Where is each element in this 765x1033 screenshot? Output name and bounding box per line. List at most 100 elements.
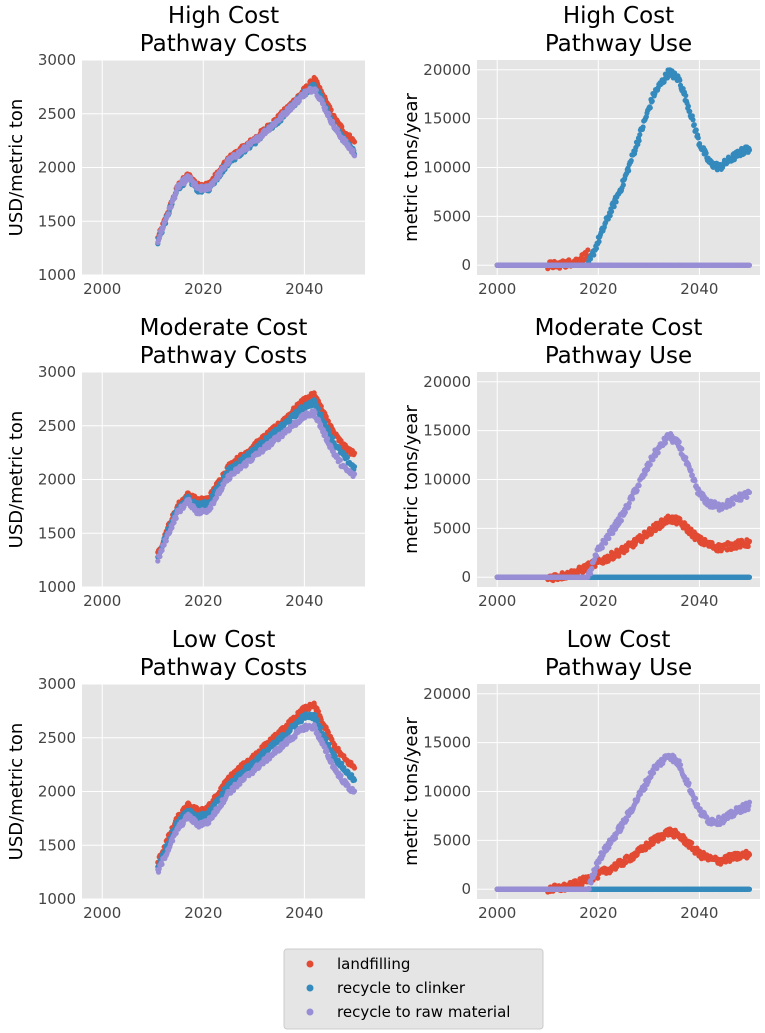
panel-title-line: Low Cost (567, 627, 671, 653)
data-point (746, 147, 753, 153)
data-point (647, 105, 653, 111)
data-point (351, 153, 358, 159)
data-point (351, 450, 358, 456)
data-point (746, 574, 753, 580)
data-point (334, 126, 341, 132)
panel-title-line: Pathway Costs (140, 343, 307, 369)
y-tick-label: 0 (461, 256, 471, 274)
y-tick-label: 15000 (423, 110, 471, 128)
data-point (620, 182, 626, 188)
x-tick-label: 2020 (579, 904, 617, 922)
data-point (746, 489, 753, 496)
data-point (689, 113, 695, 119)
data-point (652, 527, 659, 534)
data-point (338, 772, 344, 779)
data-point (208, 505, 214, 511)
data-point (623, 859, 629, 865)
panel-title-line: High Cost (168, 3, 279, 29)
y-tick-label: 2000 (38, 471, 76, 489)
y-tick-label: 5000 (433, 519, 471, 537)
data-point (585, 247, 591, 253)
data-point (690, 117, 696, 123)
data-point (173, 515, 179, 522)
data-point (170, 838, 176, 844)
data-point (346, 132, 353, 138)
x-tick-label: 2040 (285, 280, 323, 298)
data-point (716, 501, 722, 507)
y-tick-label: 3000 (38, 675, 76, 693)
data-point (637, 132, 643, 138)
data-point (171, 519, 177, 526)
data-point (593, 553, 600, 559)
y-tick-label: 1000 (38, 266, 76, 284)
data-point (159, 861, 165, 867)
data-point (587, 256, 594, 262)
x-tick-label: 2040 (680, 592, 718, 610)
y-tick-label: 2000 (38, 783, 76, 801)
data-point (315, 708, 322, 714)
data-point (317, 724, 324, 730)
y-tick-label: 5000 (433, 831, 471, 849)
x-tick-label: 2040 (285, 592, 323, 610)
data-point (325, 729, 331, 736)
y-tick-label: 10000 (423, 471, 471, 489)
y-tick-label: 3000 (38, 363, 76, 381)
data-point (649, 98, 655, 104)
data-point (595, 875, 601, 881)
series-recycle-to-raw-material (494, 430, 753, 580)
data-point (318, 411, 324, 417)
x-tick-label: 2040 (285, 904, 323, 922)
data-point (679, 446, 685, 452)
y-axis-label: USD/metric ton (6, 411, 27, 549)
data-point (618, 518, 624, 524)
data-point (692, 478, 698, 484)
data-point (339, 760, 345, 767)
data-point (587, 571, 594, 577)
data-point (603, 540, 609, 546)
data-point (313, 87, 319, 93)
data-point (626, 168, 632, 174)
y-axis-label: USD/metric ton (6, 99, 27, 237)
y-axis-label: metric tons/year (401, 93, 422, 242)
data-point (591, 252, 597, 258)
y-tick-label: 1500 (38, 524, 76, 542)
data-point (683, 454, 689, 461)
data-point (662, 440, 669, 446)
panel-title-line: Low Cost (172, 627, 276, 653)
x-tick-label: 2020 (184, 592, 222, 610)
data-point (315, 718, 321, 724)
data-point (677, 77, 683, 83)
data-point (287, 418, 293, 424)
series-recycle-to-raw-material (155, 85, 358, 245)
data-point (703, 150, 709, 156)
panel-title-line: Moderate Cost (140, 315, 308, 341)
data-point (350, 147, 356, 153)
data-point (687, 108, 693, 114)
x-tick-label: 2000 (478, 904, 516, 922)
data-point (163, 538, 169, 544)
data-point (326, 741, 332, 747)
data-point (579, 882, 585, 888)
data-point (165, 211, 172, 217)
data-point (324, 748, 330, 754)
data-point (315, 406, 322, 412)
data-point (689, 472, 695, 478)
data-point (243, 462, 249, 468)
y-tick-label: 0 (461, 568, 471, 586)
panel-title-line: High Cost (563, 3, 674, 29)
data-point (217, 172, 223, 178)
data-point (168, 204, 174, 210)
data-point (628, 157, 634, 164)
panel-title-line: Pathway Use (545, 655, 692, 681)
x-tick-label: 2020 (579, 280, 617, 298)
y-tick-label: 20000 (423, 685, 471, 703)
data-point (599, 545, 605, 551)
data-point (685, 103, 691, 109)
data-point (640, 124, 646, 130)
y-tick-label: 10000 (423, 159, 471, 177)
y-tick-label: 2500 (38, 729, 76, 747)
series-recycle-to-raw-material (494, 262, 753, 268)
